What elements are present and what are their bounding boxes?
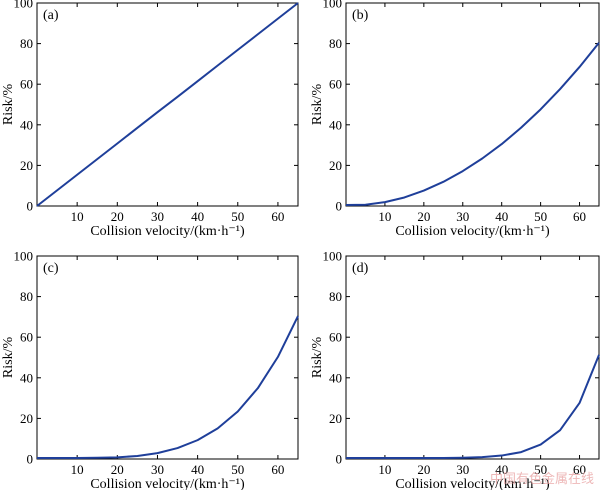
x-tick-label: 20: [111, 209, 124, 224]
x-tick-label: 20: [417, 462, 430, 477]
x-tick-label: 40: [191, 209, 204, 224]
watermark: 中国有色金属在线: [489, 472, 594, 487]
x-tick-label: 60: [573, 209, 586, 224]
panel-label: (a): [43, 8, 59, 23]
panel-label: (c): [43, 261, 59, 276]
x-tick-label: 60: [271, 209, 284, 224]
x-tick-label: 30: [456, 209, 469, 224]
plot-frame: [36, 2, 299, 207]
x-tick-label: 60: [573, 462, 586, 477]
series-line: [345, 42, 600, 206]
x-tick-label: 10: [71, 462, 84, 477]
x-tick-label: 30: [151, 209, 164, 224]
x-axis-label: Collision velocity/(km·h⁻¹): [395, 477, 550, 490]
series-line: [346, 354, 600, 459]
y-tick-label: 0: [27, 199, 34, 214]
x-tick-label: 10: [71, 209, 84, 224]
x-axis-label: Collision velocity/(km·h⁻¹): [90, 477, 245, 490]
y-tick-label: 60: [20, 77, 33, 92]
y-tick-label: 80: [20, 289, 33, 304]
x-tick-label: 40: [495, 462, 508, 477]
y-tick-label: 100: [323, 0, 343, 11]
x-tick-label: 50: [231, 209, 244, 224]
x-tick-label: 30: [456, 462, 469, 477]
plot-frame: [36, 255, 299, 460]
y-tick-label: 40: [20, 117, 33, 132]
x-tick-label: 30: [151, 462, 164, 477]
series-line: [37, 315, 299, 459]
y-axis-label: Risk/%: [310, 84, 325, 126]
y-tick-label: 100: [14, 249, 34, 264]
series-line: [36, 2, 299, 207]
panel-label: (b): [352, 8, 369, 23]
y-tick-label: 40: [20, 370, 33, 385]
x-tick-label: 10: [378, 462, 391, 477]
y-tick-label: 20: [329, 158, 342, 173]
y-tick-label: 0: [336, 199, 343, 214]
y-tick-label: 80: [20, 36, 33, 51]
x-tick-label: 40: [191, 462, 204, 477]
y-tick-label: 40: [329, 370, 342, 385]
panel-a: 10 20 30 40 50 60 0 20 40 60 80 100 (a) Collision vel…: [1, 0, 299, 239]
y-tick-label: 80: [329, 36, 342, 51]
y-tick-label: 80: [329, 289, 342, 304]
x-tick-label: 20: [111, 462, 124, 477]
x-tick-label: 50: [231, 462, 244, 477]
plot-frame: [345, 2, 600, 207]
y-tick-label: 60: [329, 330, 342, 345]
y-tick-label: 0: [336, 452, 343, 467]
y-tick-label: 60: [329, 77, 342, 92]
y-tick-label: 20: [20, 158, 33, 173]
x-tick-label: 50: [534, 462, 547, 477]
y-tick-label: 60: [20, 330, 33, 345]
y-axis-label: Risk/%: [1, 337, 16, 379]
x-tick-label: 50: [534, 209, 547, 224]
y-tick-label: 20: [329, 411, 342, 426]
y-axis-label: Risk/%: [1, 84, 16, 126]
panel-label: (d): [352, 261, 369, 276]
y-tick-label: 20: [20, 411, 33, 426]
y-tick-label: 100: [323, 249, 343, 264]
x-axis-label: Collision velocity/(km·h⁻¹): [395, 224, 550, 239]
panel-b: 10 20 30 40 50 60 0 20 40 60 80 100 (b) Collision vel…: [310, 0, 600, 239]
x-tick-label: 10: [378, 209, 391, 224]
y-axis-label: Risk/%: [310, 337, 325, 379]
panel-d: 10 20 30 40 50 60 0 20 40 60 80 100 (d) Collision vel…: [310, 249, 600, 490]
y-tick-label: 40: [329, 117, 342, 132]
y-tick-label: 0: [27, 452, 34, 467]
x-tick-label: 40: [495, 209, 508, 224]
x-tick-label: 20: [417, 209, 430, 224]
panel-c: 10 20 30 40 50 60 0 20 40 60 80 100 (c) Collision vel…: [1, 249, 299, 490]
y-tick-label: 100: [14, 0, 34, 11]
x-tick-label: 60: [271, 462, 284, 477]
x-axis-label: Collision velocity/(km·h⁻¹): [90, 224, 245, 239]
